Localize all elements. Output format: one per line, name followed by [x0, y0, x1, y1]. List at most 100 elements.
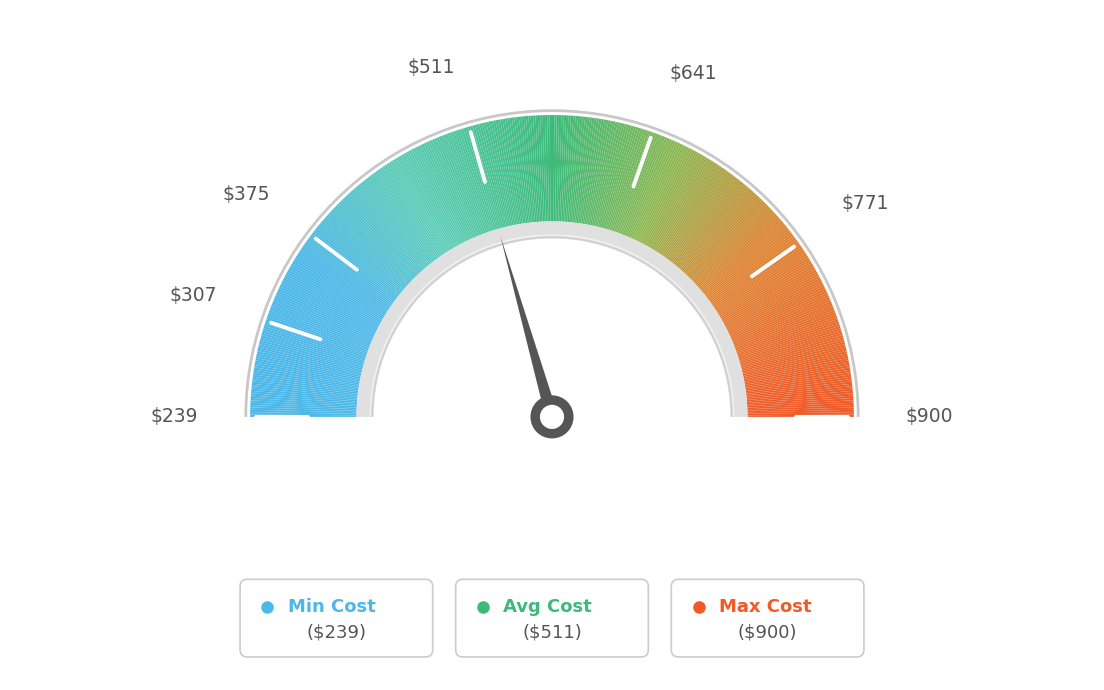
Wedge shape: [411, 149, 461, 244]
Text: $375: $375: [222, 185, 269, 204]
Wedge shape: [735, 313, 836, 351]
Wedge shape: [573, 117, 587, 223]
Text: $900: $900: [905, 407, 953, 426]
Wedge shape: [413, 148, 464, 244]
Wedge shape: [745, 375, 851, 391]
Wedge shape: [264, 324, 367, 358]
Wedge shape: [332, 208, 411, 283]
Wedge shape: [392, 159, 449, 251]
Wedge shape: [722, 267, 816, 322]
Wedge shape: [330, 210, 410, 284]
Wedge shape: [601, 124, 629, 228]
Wedge shape: [265, 322, 367, 357]
Wedge shape: [666, 171, 730, 259]
Wedge shape: [628, 139, 672, 237]
Wedge shape: [592, 121, 616, 226]
Wedge shape: [509, 118, 526, 224]
Wedge shape: [597, 124, 625, 227]
Wedge shape: [317, 226, 401, 295]
Wedge shape: [253, 375, 359, 391]
Wedge shape: [399, 156, 454, 248]
Wedge shape: [747, 405, 853, 411]
Wedge shape: [723, 271, 818, 324]
Wedge shape: [545, 115, 549, 221]
Text: ($900): ($900): [737, 623, 797, 641]
Wedge shape: [340, 200, 416, 277]
Wedge shape: [673, 180, 741, 264]
Wedge shape: [484, 122, 509, 226]
Wedge shape: [261, 335, 364, 365]
Wedge shape: [307, 239, 394, 303]
Wedge shape: [488, 121, 512, 226]
Wedge shape: [588, 120, 611, 225]
Wedge shape: [523, 116, 535, 222]
Wedge shape: [304, 244, 392, 306]
Wedge shape: [740, 333, 842, 364]
Wedge shape: [285, 273, 380, 326]
Wedge shape: [591, 121, 613, 226]
Wedge shape: [253, 377, 358, 393]
Wedge shape: [705, 230, 790, 297]
Wedge shape: [669, 175, 735, 262]
Wedge shape: [559, 115, 564, 221]
Wedge shape: [266, 319, 367, 355]
Wedge shape: [526, 116, 537, 222]
Wedge shape: [608, 128, 640, 230]
Wedge shape: [700, 219, 782, 290]
Wedge shape: [716, 253, 807, 312]
Wedge shape: [575, 117, 590, 223]
Wedge shape: [572, 117, 585, 223]
Wedge shape: [741, 337, 843, 367]
Text: $641: $641: [670, 64, 718, 83]
Wedge shape: [491, 121, 513, 226]
Wedge shape: [283, 277, 379, 328]
Wedge shape: [659, 165, 720, 255]
Wedge shape: [273, 302, 371, 344]
Wedge shape: [481, 123, 508, 227]
Wedge shape: [440, 135, 481, 235]
Wedge shape: [596, 123, 623, 227]
Wedge shape: [736, 315, 837, 352]
Wedge shape: [724, 273, 819, 326]
Wedge shape: [743, 355, 848, 379]
Wedge shape: [683, 194, 757, 273]
Wedge shape: [540, 115, 545, 221]
Wedge shape: [422, 144, 469, 241]
Wedge shape: [702, 224, 786, 293]
Wedge shape: [461, 128, 495, 230]
Wedge shape: [373, 172, 437, 259]
Wedge shape: [602, 125, 631, 228]
Wedge shape: [301, 247, 391, 308]
Wedge shape: [619, 134, 659, 234]
Wedge shape: [252, 379, 358, 394]
Wedge shape: [279, 286, 375, 334]
Wedge shape: [611, 129, 645, 231]
Wedge shape: [298, 251, 389, 310]
Wedge shape: [747, 393, 853, 403]
Wedge shape: [379, 168, 440, 257]
Wedge shape: [314, 230, 399, 297]
Wedge shape: [734, 308, 835, 348]
Wedge shape: [638, 146, 687, 242]
Wedge shape: [714, 249, 805, 310]
Wedge shape: [251, 395, 357, 404]
Wedge shape: [329, 212, 408, 285]
Wedge shape: [730, 293, 828, 338]
Wedge shape: [704, 228, 789, 296]
Wedge shape: [257, 351, 361, 376]
Wedge shape: [251, 405, 357, 411]
Wedge shape: [662, 167, 723, 256]
Wedge shape: [322, 219, 404, 290]
Circle shape: [530, 395, 574, 438]
Wedge shape: [745, 370, 850, 388]
Wedge shape: [464, 128, 496, 230]
Wedge shape: [358, 184, 427, 267]
Wedge shape: [578, 118, 595, 224]
Wedge shape: [650, 156, 705, 248]
Wedge shape: [707, 232, 792, 298]
Wedge shape: [365, 178, 432, 264]
Wedge shape: [719, 259, 810, 316]
Wedge shape: [318, 224, 402, 293]
Wedge shape: [282, 280, 378, 330]
Wedge shape: [660, 166, 722, 255]
